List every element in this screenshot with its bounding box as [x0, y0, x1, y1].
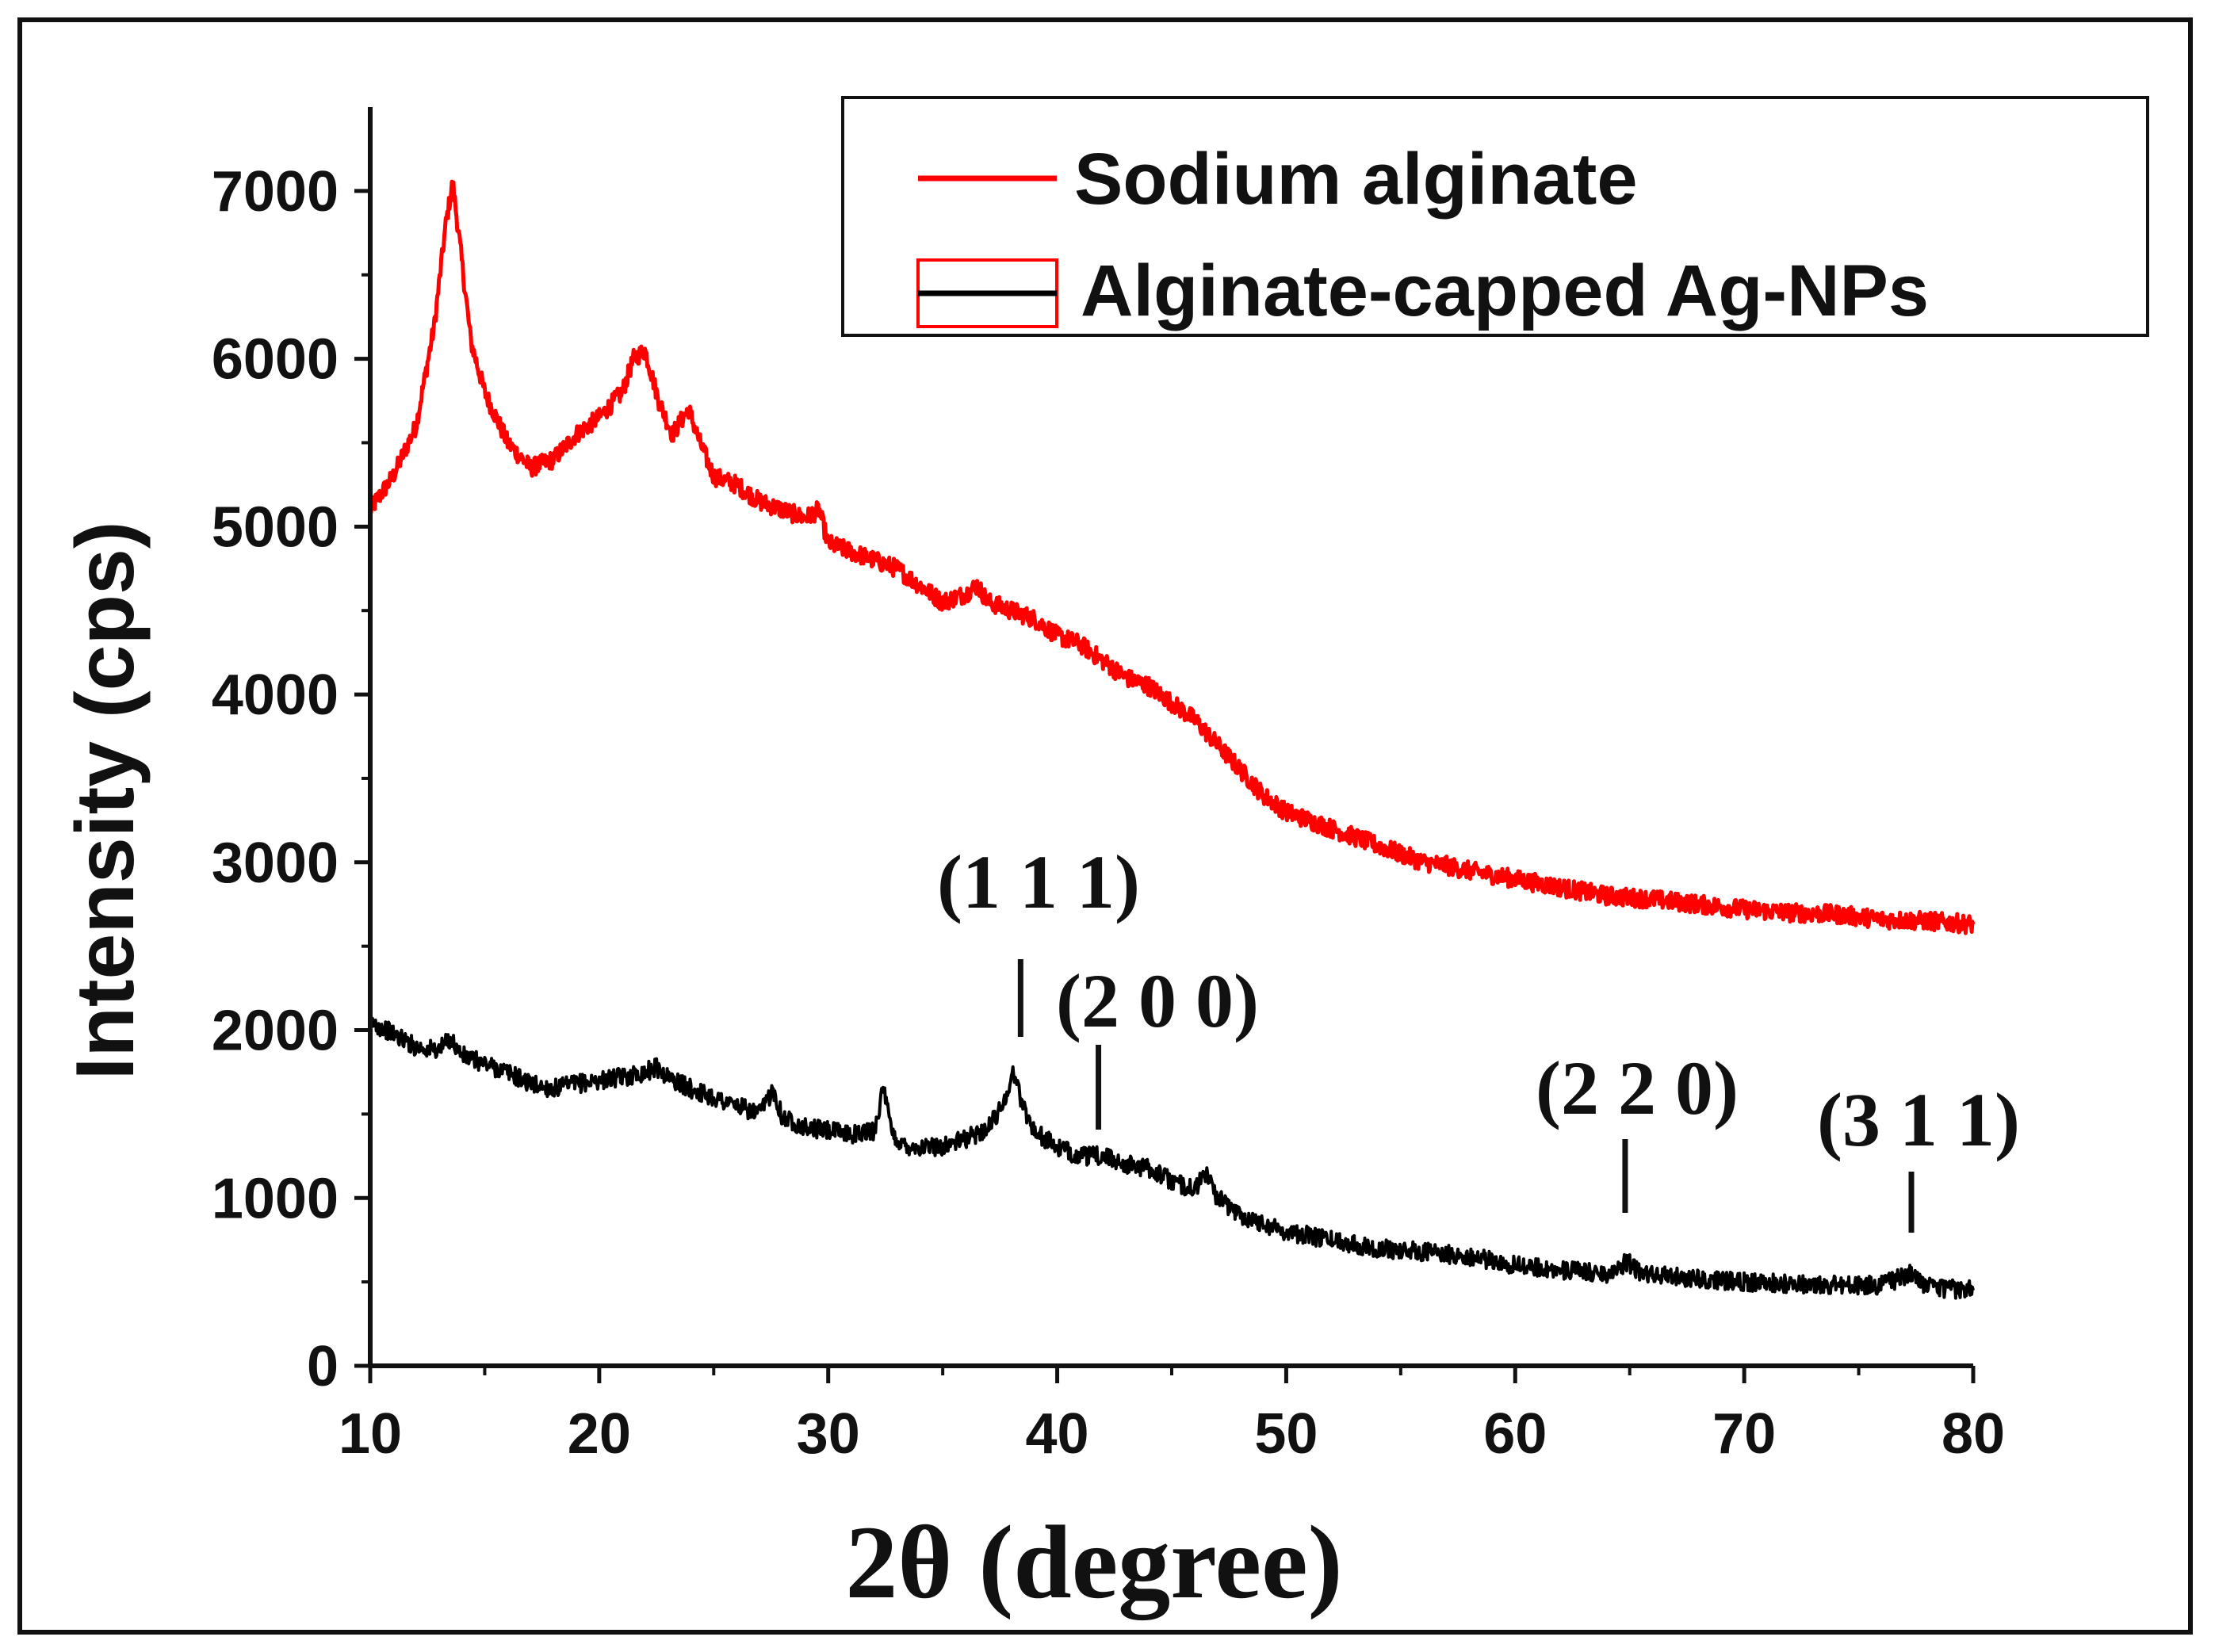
legend-label-alginate-capped: Alginate-capped Ag-NPs — [1081, 250, 1929, 331]
x-tick-label: 40 — [1026, 1402, 1089, 1466]
plot-lines — [368, 179, 1976, 1300]
x-tick-label: 10 — [339, 1402, 402, 1466]
peak-label: (2 0 0) — [1056, 958, 1259, 1043]
y-tick-label: 5000 — [212, 495, 339, 559]
series-line-alginate-capped-ag-nps — [369, 1013, 1975, 1300]
peak-label: (3 1 1) — [1817, 1077, 2020, 1162]
peak-label: (2 2 0) — [1536, 1046, 1739, 1130]
ticks: 10 20 30 40 50 60 70 80 0 1000 2000 3000 4000 5000 600… — [212, 160, 2005, 1466]
x-tick-label: 30 — [797, 1402, 860, 1466]
y-tick-label: 6000 — [212, 328, 339, 392]
y-tick-label: 1000 — [212, 1167, 339, 1230]
legend: Sodium alginate Alginate-capped Ag-NPs — [841, 96, 2149, 337]
x-tick-label: 80 — [1941, 1402, 2005, 1466]
legend-box — [841, 96, 2149, 337]
x-tick-label: 50 — [1254, 1402, 1318, 1466]
series-line-sodium-alginate — [368, 179, 1976, 935]
x-tick-label: 60 — [1483, 1402, 1547, 1466]
y-tick-label: 7000 — [212, 160, 339, 224]
y-tick-label: 0 — [307, 1335, 339, 1398]
peak-label: (1 1 1) — [937, 839, 1140, 924]
y-tick-label: 2000 — [212, 1000, 339, 1063]
figure-frame — [17, 17, 2193, 1635]
x-tick-label: 20 — [568, 1402, 631, 1466]
y-tick-label: 3000 — [212, 832, 339, 895]
legend-label-sodium-alginate: Sodium alginate — [1074, 139, 1638, 220]
peak-annotations: (1 1 1) (2 0 0) (2 2 0) (3 1 1) — [937, 839, 2020, 1233]
y-axis-title: Intensity (cps) — [59, 522, 151, 1080]
x-tick-label: 70 — [1712, 1402, 1776, 1466]
y-tick-label: 4000 — [212, 663, 339, 727]
x-axis-title: 2θ (degree) — [845, 1504, 1342, 1620]
